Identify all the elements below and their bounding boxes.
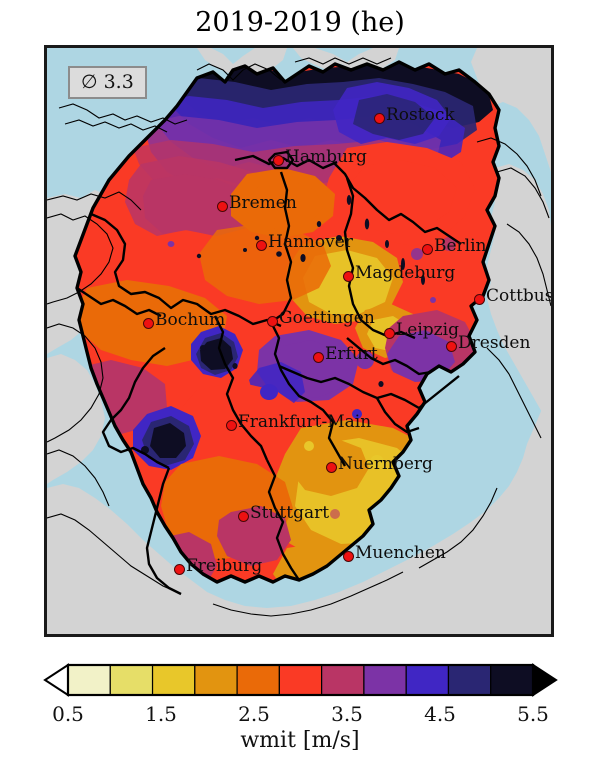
average-value: 3.3 xyxy=(103,71,134,93)
city-label: Stuttgart xyxy=(250,503,330,523)
city-label: Freiburg xyxy=(186,556,263,576)
city-dot-icon xyxy=(473,293,485,305)
state-borders xyxy=(76,150,462,596)
city-dot-icon xyxy=(312,351,324,363)
city-dot-icon xyxy=(325,461,337,473)
colorbar-tick-label: 0.5 xyxy=(52,702,84,726)
colorbar-band[interactable] xyxy=(490,664,534,696)
colorbar-swatches xyxy=(43,663,558,697)
colorbar-band[interactable] xyxy=(405,664,450,696)
city-dot-icon xyxy=(225,419,237,431)
city-dot-icon xyxy=(266,315,278,327)
colorbar-band[interactable] xyxy=(278,664,323,696)
colorbar-over-arrow xyxy=(532,663,558,697)
germany-border xyxy=(73,60,501,584)
city-label: Berlin xyxy=(434,236,487,256)
city-dot-icon xyxy=(445,340,457,352)
city-label: Hannover xyxy=(268,232,353,252)
city-dot-icon xyxy=(216,200,228,212)
city-dot-icon xyxy=(237,510,249,522)
colorbar-tick-label: 4.5 xyxy=(424,702,456,726)
city-label: Dresden xyxy=(458,333,531,353)
city-label: Rostock xyxy=(386,105,455,125)
city-label: Goettingen xyxy=(279,308,375,328)
city-label: Frankfurt-Main xyxy=(238,412,372,432)
colorbar-under-arrow xyxy=(43,663,69,697)
city-dot-icon xyxy=(255,239,267,251)
city-dot-icon xyxy=(272,154,284,166)
city-label: Bremen xyxy=(229,193,297,213)
diameter-symbol: ∅ xyxy=(81,71,98,93)
city-label: Bochum xyxy=(155,310,226,330)
germany-wind-heatmap xyxy=(47,48,551,634)
colorbar-band[interactable] xyxy=(151,664,196,696)
colorbar-axis-label: wmit [m/s] xyxy=(240,728,360,753)
average-badge: ∅ 3.3 xyxy=(68,66,147,99)
city-label: Leipzig xyxy=(396,320,459,340)
city-label: Muenchen xyxy=(355,543,446,563)
city-label: Nuernberg xyxy=(338,454,433,474)
colorbar-outline xyxy=(66,663,535,697)
city-label: Cottbus xyxy=(486,286,554,306)
city-label: Erfurt xyxy=(325,344,378,364)
colorbar-band[interactable] xyxy=(321,664,365,696)
colorbar-band[interactable] xyxy=(363,664,407,696)
colorbar-band[interactable] xyxy=(447,664,492,696)
city-label: Magdeburg xyxy=(355,263,456,283)
city-label: Hamburg xyxy=(285,147,367,167)
colorbar-tick-label: 2.5 xyxy=(238,702,270,726)
city-dot-icon xyxy=(142,317,154,329)
colorbar[interactable] xyxy=(0,655,600,705)
colorbar-band[interactable] xyxy=(109,664,154,696)
city-dot-icon xyxy=(342,550,354,562)
colorbar-tick-label: 3.5 xyxy=(331,702,363,726)
city-dot-icon xyxy=(421,243,433,255)
colorbar-tick-label: 5.5 xyxy=(517,702,549,726)
colorbar-tick-label: 1.5 xyxy=(145,702,177,726)
city-dot-icon xyxy=(383,327,395,339)
city-dot-icon xyxy=(173,563,185,575)
city-dot-icon xyxy=(373,112,385,124)
map-plot-area: ∅ 3.3 Rostock Hamburg Bremen Hannover Berlin M… xyxy=(44,45,554,637)
city-dot-icon xyxy=(342,270,354,282)
colorbar-band[interactable] xyxy=(236,664,280,696)
colorbar-band[interactable] xyxy=(67,664,111,696)
page-title: 2019-2019 (he) xyxy=(195,7,405,38)
colorbar-band[interactable] xyxy=(194,664,238,696)
